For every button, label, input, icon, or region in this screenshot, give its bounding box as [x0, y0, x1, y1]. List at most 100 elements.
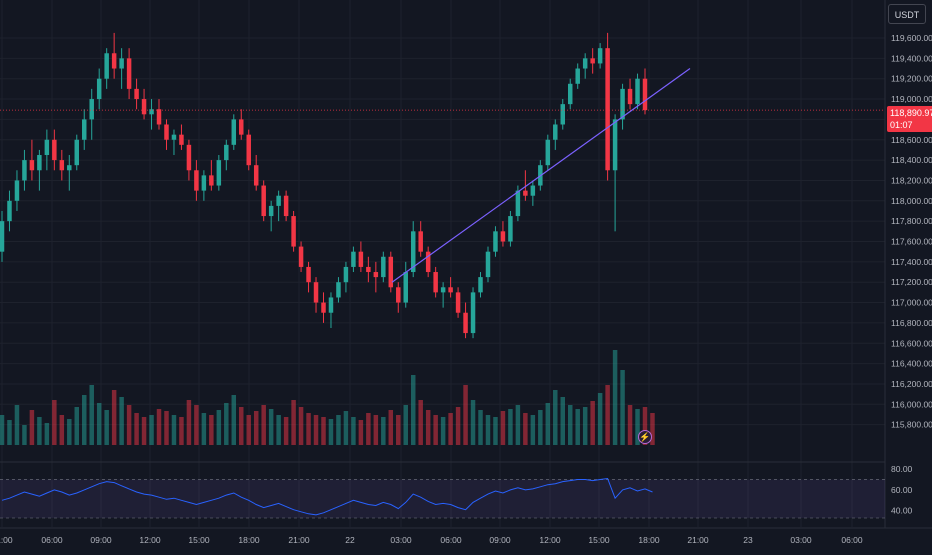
candle-body: [60, 160, 64, 170]
volume-bar: [620, 370, 624, 445]
candle-body: [321, 303, 325, 313]
price-axis-label: 116,200.00: [891, 379, 932, 389]
price-axis-label: 118,400.00: [891, 155, 932, 165]
last-price-tag: 118,890.97 01:07: [887, 106, 932, 132]
volume-bar: [276, 415, 280, 445]
candle-body: [463, 313, 467, 333]
volume-bar: [381, 417, 385, 445]
candle-body: [119, 58, 123, 68]
volume-bar: [194, 405, 198, 445]
price-axis-label: 117,000.00: [891, 298, 932, 308]
price-axis-label: 117,800.00: [891, 216, 932, 226]
volume-bar: [336, 415, 340, 445]
candle-body: [628, 89, 632, 104]
volume-bar: [441, 417, 445, 445]
price-axis-label: 119,200.00: [891, 74, 932, 84]
candle-body: [142, 99, 146, 114]
time-axis-label: 06:00: [841, 535, 863, 545]
candle-body: [366, 267, 370, 272]
candle-body: [546, 140, 550, 165]
candle-body: [261, 186, 265, 217]
volume-bar: [82, 395, 86, 445]
candle-body: [194, 170, 198, 190]
candle-body: [284, 196, 288, 216]
price-axis-label: 118,600.00: [891, 135, 932, 145]
volume-bar: [546, 403, 550, 445]
candle-body: [179, 135, 183, 145]
rsi-axis-label: 40.00: [891, 506, 913, 516]
candle-body: [187, 145, 191, 170]
volume-bar: [471, 400, 475, 445]
volume-bar: [351, 417, 355, 445]
volume-bar: [508, 409, 512, 445]
volume-bar: [516, 405, 520, 445]
last-price-countdown: 01:07: [890, 119, 932, 131]
candle-body: [45, 140, 49, 155]
price-axis-label: 116,000.00: [891, 399, 932, 409]
candle-body: [359, 252, 363, 267]
candle-body: [456, 292, 460, 312]
volume-bar: [590, 401, 594, 445]
candle-body: [508, 216, 512, 241]
volume-bar: [613, 350, 617, 445]
volume-bar: [217, 410, 221, 445]
candle-body: [306, 267, 310, 282]
time-axis-label: 21:00: [0, 535, 13, 545]
volume-bar: [97, 403, 101, 445]
time-axis-label: 12:00: [139, 535, 161, 545]
volume-bar: [15, 405, 19, 445]
price-axis-label: 118,200.00: [891, 175, 932, 185]
currency-button[interactable]: USDT: [888, 4, 926, 24]
price-axis-label: 117,200.00: [891, 277, 932, 287]
candle-body: [613, 119, 617, 170]
candle-body: [291, 216, 295, 247]
candle-body: [299, 247, 303, 267]
volume-bar: [486, 415, 490, 445]
last-price-value: 118,890.97: [890, 107, 932, 119]
candle-body: [381, 257, 385, 277]
lightning-icon[interactable]: ⚡: [638, 430, 652, 444]
candle-body: [568, 84, 572, 104]
volume-bar: [134, 413, 138, 445]
volume-bar: [157, 409, 161, 445]
volume-bar: [389, 410, 393, 445]
volume-bar: [269, 409, 273, 445]
candle-body: [478, 277, 482, 292]
candle-body: [75, 140, 79, 165]
candle-body: [493, 231, 497, 251]
volume-bar: [314, 415, 318, 445]
volume-bar: [254, 411, 258, 445]
candle-body: [605, 48, 609, 170]
rsi-axis-label: 80.00: [891, 464, 913, 474]
volume-bar: [89, 385, 93, 445]
time-axis-label: 21:00: [288, 535, 310, 545]
time-axis-label: 06:00: [440, 535, 462, 545]
volume-bar: [127, 405, 131, 445]
time-axis-label: 23: [743, 535, 753, 545]
candle-body: [246, 135, 250, 166]
price-axis-label: 119,000.00: [891, 94, 932, 104]
volume-bar: [22, 425, 26, 445]
candle-body: [396, 287, 400, 302]
price-axis-label: 118,000.00: [891, 196, 932, 206]
candle-body: [448, 287, 452, 292]
volume-bar: [291, 400, 295, 445]
candle-body: [232, 119, 236, 144]
rsi-band: [0, 480, 885, 518]
volume-bar: [575, 409, 579, 445]
volume-bar: [299, 407, 303, 445]
volume-bar: [37, 417, 41, 445]
candle-body: [575, 69, 579, 84]
volume-bar: [561, 397, 565, 445]
price-axis-label: 116,600.00: [891, 338, 932, 348]
price-axis-label: 119,600.00: [891, 33, 932, 43]
volume-bar: [433, 415, 437, 445]
volume-bar: [60, 415, 64, 445]
candle-body: [643, 79, 647, 110]
candle-body: [22, 160, 26, 180]
candle-body: [336, 282, 340, 297]
candle-body: [635, 79, 639, 104]
volume-bar: [456, 407, 460, 445]
